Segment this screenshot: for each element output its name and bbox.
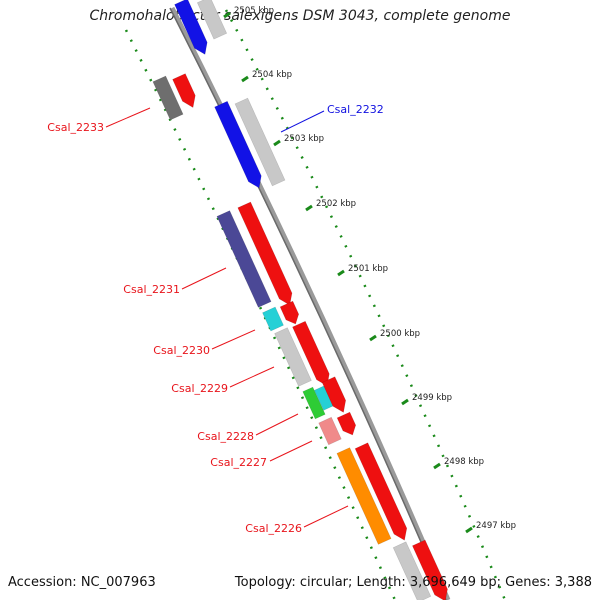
gene-leader-line bbox=[105, 107, 151, 128]
genome-summary-text: Topology: circular; Length: 3,696,649 bp… bbox=[234, 575, 592, 590]
gene-feature-top-grey bbox=[196, 0, 228, 40]
gene-feature-2226-orange bbox=[336, 447, 392, 545]
tick-mark bbox=[273, 139, 281, 147]
tick-label: 2500 kbp bbox=[380, 329, 420, 339]
tick-mark bbox=[401, 398, 409, 406]
tick-mark bbox=[305, 204, 313, 212]
gene-feature-2229-red bbox=[292, 320, 330, 387]
gene-feature-2229-grey bbox=[274, 327, 312, 387]
gene-label: Csal_2233 bbox=[47, 121, 104, 134]
gene-label: Csal_2227 bbox=[210, 456, 267, 469]
gene-feature-2227-red bbox=[336, 411, 357, 436]
tick-label: 2502 kbp bbox=[316, 199, 356, 209]
tick-label: 2503 kbp bbox=[284, 134, 324, 144]
tick-mark bbox=[369, 334, 377, 342]
gene-label: Csal_2229 bbox=[171, 382, 228, 395]
backbone-edge bbox=[169, 7, 447, 600]
gene-feature-2230-red bbox=[279, 300, 300, 325]
gene-leader-line bbox=[181, 267, 227, 290]
gene-feature-2233-red bbox=[172, 73, 196, 108]
tick-label: 2499 kbp bbox=[412, 393, 452, 403]
gene-label: Csal_2230 bbox=[153, 344, 210, 357]
tick-label: 2497 kbp bbox=[476, 521, 516, 531]
tick-mark bbox=[337, 269, 345, 277]
tick-mark bbox=[433, 462, 441, 470]
inner-ruler bbox=[124, 29, 397, 600]
gene-label: Csal_2228 bbox=[197, 430, 254, 443]
tick-label: 2498 kbp bbox=[444, 457, 484, 467]
gene-feature-2226-red bbox=[354, 442, 408, 541]
gene-label: Csal_2226 bbox=[245, 522, 302, 535]
gene-feature-2231-purple bbox=[216, 210, 272, 308]
gene-feature-2227-pink bbox=[318, 416, 342, 446]
gene-leader-line bbox=[229, 366, 275, 388]
gene-label: Csal_2231 bbox=[123, 283, 180, 296]
gene-feature-2233-dark bbox=[152, 75, 184, 121]
gene-feature-bottom-grey bbox=[392, 541, 432, 600]
gene-feature-bottom-red bbox=[412, 539, 448, 600]
gene-feature-2231-red bbox=[237, 201, 293, 306]
accession-text: Accession: NC_007963 bbox=[8, 575, 156, 590]
gene-leader-line bbox=[269, 440, 313, 462]
gene-feature-2232-blue bbox=[214, 100, 262, 189]
tick-mark bbox=[241, 75, 249, 83]
backbone-line bbox=[169, 6, 451, 600]
tick-label: 2505 kbp bbox=[234, 6, 274, 16]
outer-ruler bbox=[224, 9, 507, 600]
tick-label: 2501 kbp bbox=[348, 264, 388, 274]
gene-leader-line bbox=[303, 505, 349, 528]
tick-label: 2504 kbp bbox=[252, 70, 292, 80]
gene-feature-2232-grey bbox=[234, 97, 286, 187]
tick-mark bbox=[223, 11, 231, 19]
gene-leader-line bbox=[255, 413, 299, 436]
gene-feature-2230-cyan bbox=[262, 306, 284, 332]
gene-feature-2228-green bbox=[302, 386, 326, 420]
gene-leader-line bbox=[211, 329, 256, 350]
gene-label: Csal_2232 bbox=[327, 103, 384, 116]
gene-feature-2228-red bbox=[321, 376, 347, 413]
gene-leader-line bbox=[280, 110, 325, 133]
tick-mark bbox=[465, 526, 473, 534]
gene-feature-top-blue bbox=[174, 0, 208, 55]
